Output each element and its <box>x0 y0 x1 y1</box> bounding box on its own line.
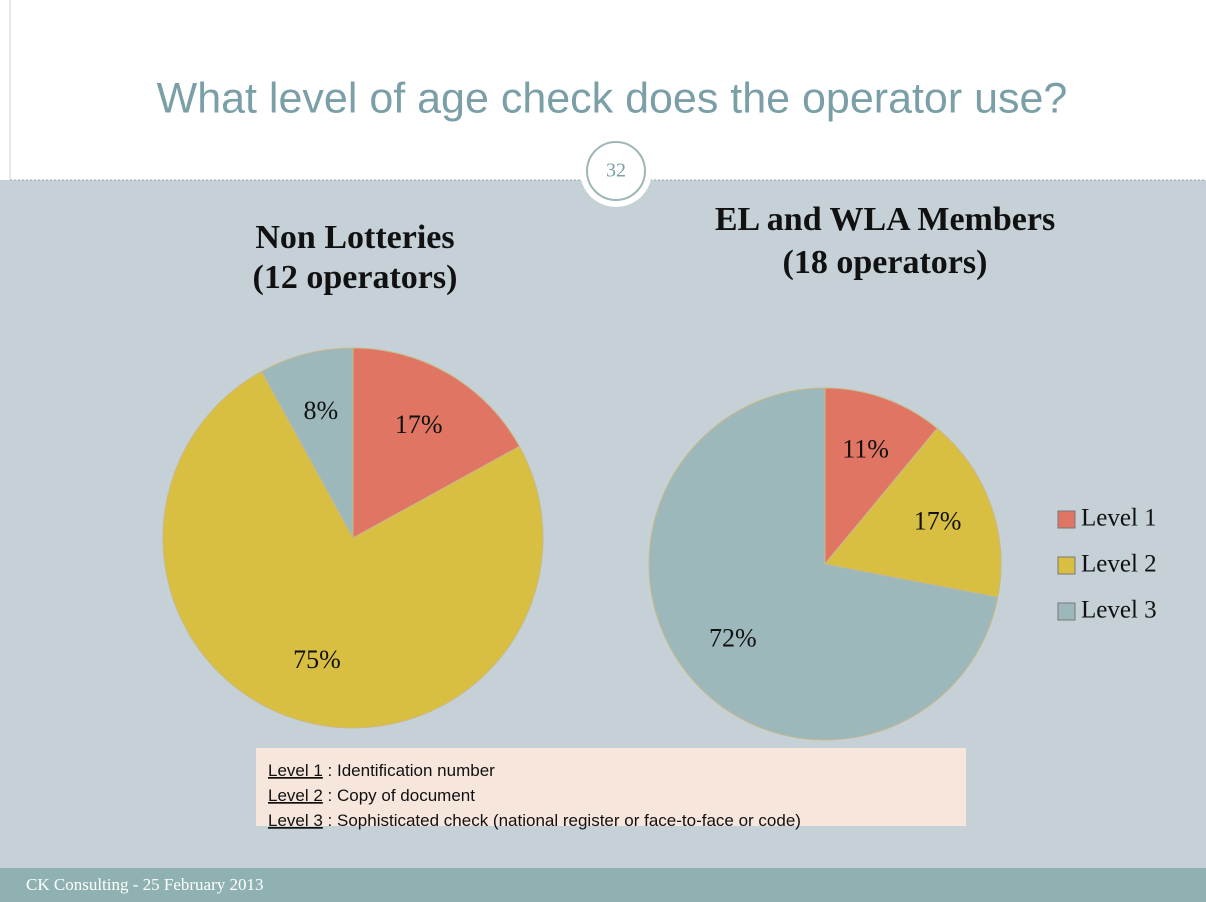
legend-swatch <box>1057 510 1076 529</box>
definition-separator: : <box>323 786 337 805</box>
legend-label: Level 1 <box>1081 505 1157 532</box>
data-label: 72% <box>709 623 757 652</box>
legend-label: Level 3 <box>1081 597 1157 624</box>
data-label: 17% <box>395 410 443 439</box>
data-label: 8% <box>304 396 339 425</box>
slide-title: What level of age check does the operato… <box>157 74 1068 122</box>
definition-row: Level 2 : Copy of document <box>268 786 475 805</box>
chart-title: Non Lotteries <box>255 219 454 256</box>
definition-text: Sophisticated check (national register o… <box>337 811 801 830</box>
legend-swatch <box>1057 556 1076 575</box>
pie-slice <box>824 427 1002 598</box>
definition-term: Level 2 <box>268 786 323 805</box>
footer-text: CK Consulting - 25 February 2013 <box>26 875 264 894</box>
pie-slice: Level 1 <box>352 347 521 539</box>
pie-slice <box>824 387 938 566</box>
definition-term: Level 1 <box>268 761 323 780</box>
data-label: 75% <box>293 645 341 674</box>
pie-slice <box>648 387 999 741</box>
definition-row: Level 3 : Sophisticated check (national … <box>268 811 801 830</box>
chart-title: EL and WLA Members <box>715 201 1055 238</box>
definition-term: Level 3 <box>268 811 323 830</box>
definitions-box <box>256 748 966 826</box>
definition-separator: : <box>323 811 337 830</box>
legend-label: Level 2 <box>1081 551 1157 578</box>
pie-slice: Level 2 <box>162 370 544 729</box>
footer-band <box>0 868 1206 902</box>
page-number: 32 <box>606 160 626 182</box>
definition-separator: : <box>323 761 337 780</box>
definition-text: Identification number <box>337 761 495 780</box>
legend-swatch <box>1057 602 1076 621</box>
definition-row: Level 1 : Identification number <box>268 761 495 780</box>
data-label: 11% <box>842 434 889 463</box>
chart-subtitle: (12 operators) <box>253 259 458 296</box>
chart-subtitle: (18 operators) <box>783 244 988 281</box>
pie-slice: Level 3 <box>260 347 354 539</box>
definition-text: Copy of document <box>337 786 475 805</box>
page-badge-ring <box>586 141 646 201</box>
data-label: 17% <box>914 506 962 535</box>
